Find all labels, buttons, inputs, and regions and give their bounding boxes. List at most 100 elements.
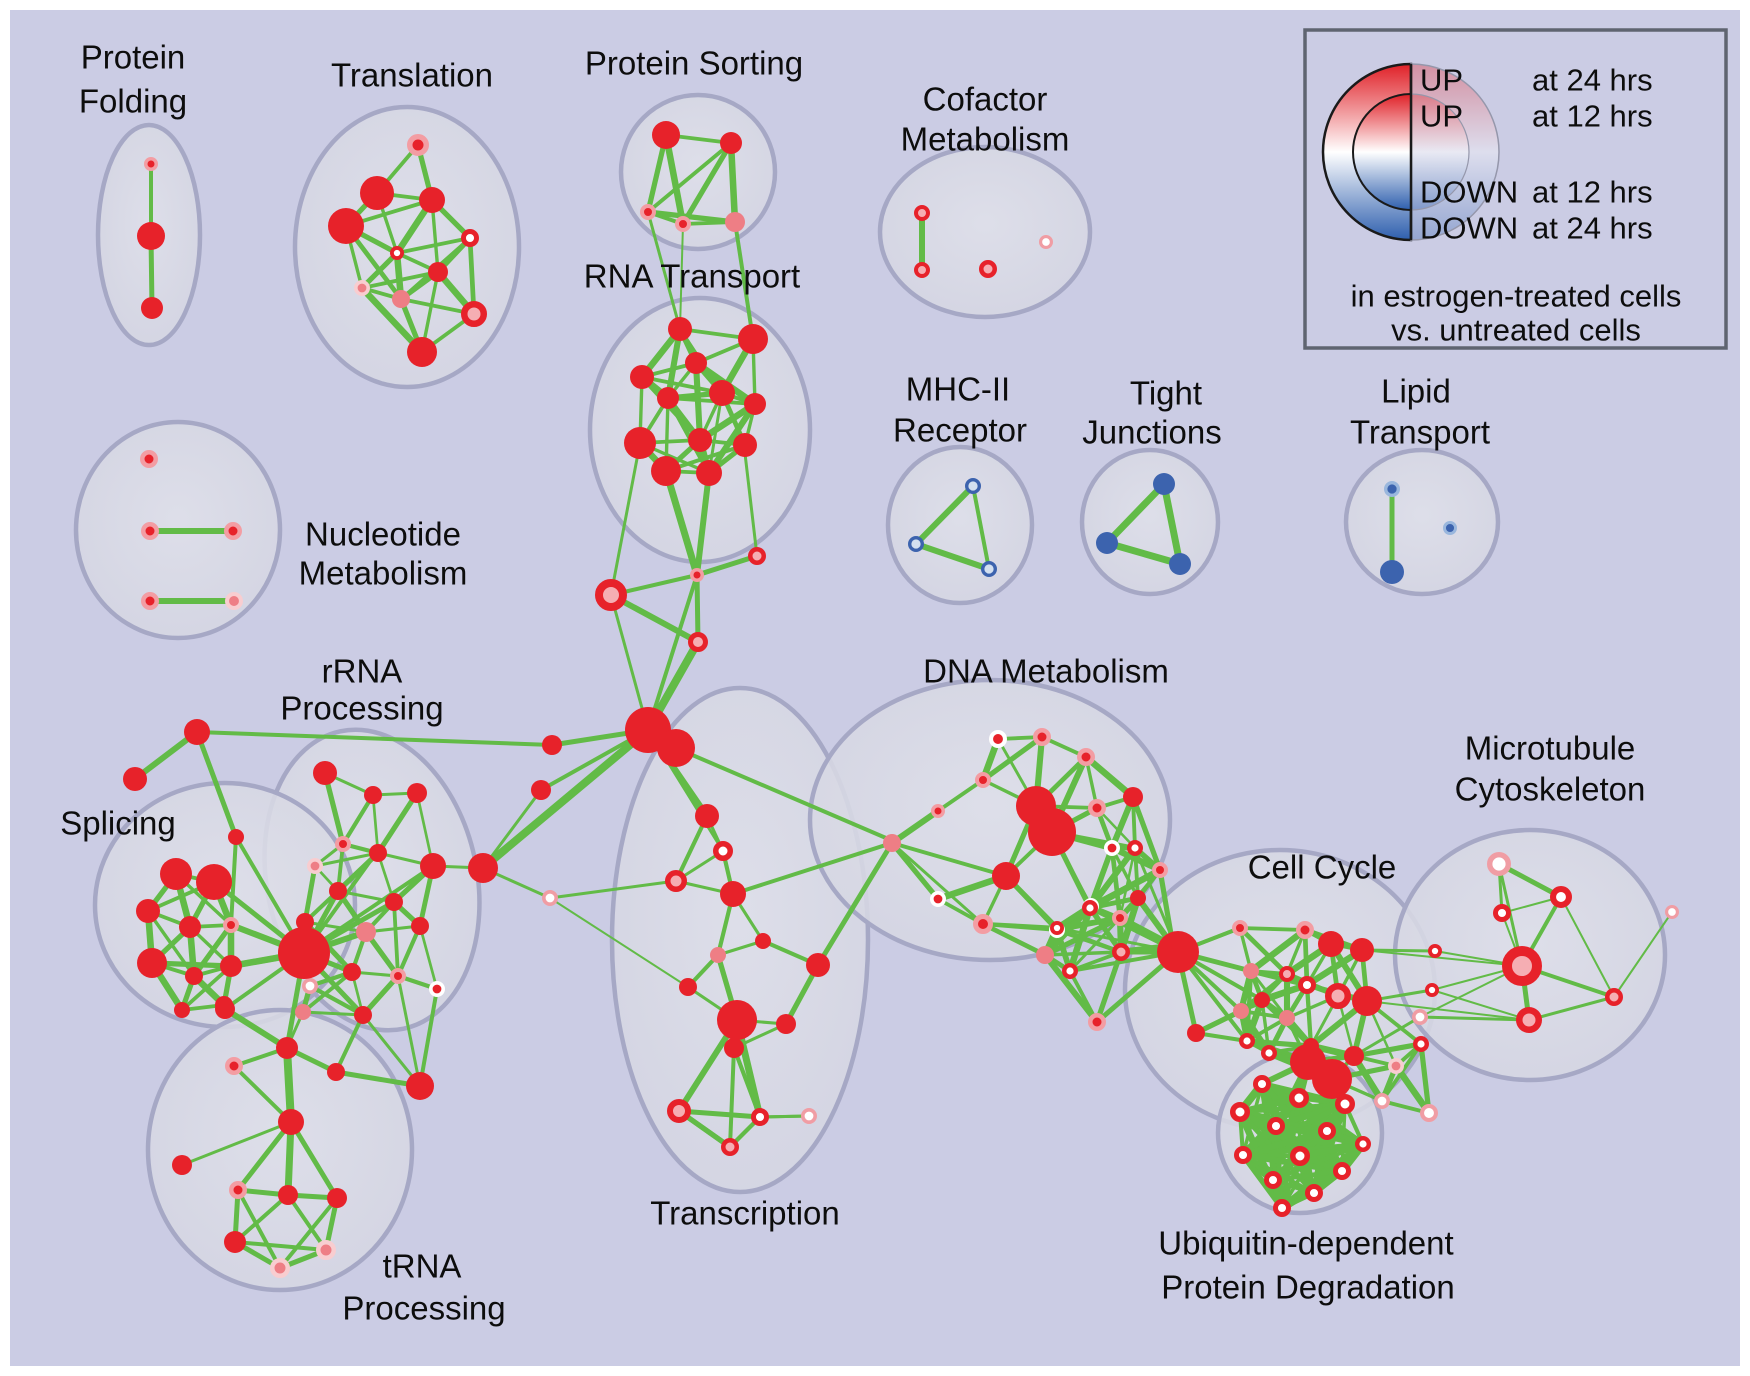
edge	[1068, 969, 1099, 1024]
node-dna-metabolism	[1088, 1013, 1106, 1031]
node-ubiquitin-degradation	[1233, 1145, 1252, 1164]
edge	[548, 879, 678, 900]
node-protein-sorting	[675, 216, 691, 232]
edge	[1418, 1015, 1531, 1022]
edge	[694, 553, 760, 578]
node-splicing	[174, 1002, 190, 1018]
node-translation	[328, 208, 364, 244]
edge	[286, 1193, 328, 1252]
legend-time-2: at 12 hrs	[1532, 175, 1653, 210]
node-dna-metabolism	[1050, 920, 1065, 935]
node-rrna-processing	[295, 1004, 311, 1020]
node-ubiquitin-degradation	[1263, 1170, 1282, 1189]
legend: UP at 24 hrs UP at 12 hrs DOWN at 12 hrs DOWN a…	[1303, 28, 1728, 350]
node-translation	[407, 134, 429, 156]
node-dna-metabolism	[1123, 787, 1143, 807]
cluster-label-transcription-0: Transcription	[650, 1195, 840, 1232]
edge	[646, 141, 733, 214]
edge	[278, 1196, 339, 1270]
node-connectors	[541, 889, 558, 906]
node-rrna-processing	[407, 783, 427, 803]
edge	[236, 1188, 282, 1270]
edge	[679, 223, 684, 330]
node-transcription	[750, 1107, 769, 1126]
edge	[481, 788, 543, 870]
node-cell-cycle	[1233, 1003, 1249, 1019]
node-mhc-ii-receptor	[980, 560, 997, 577]
node-rrna-processing	[335, 836, 351, 852]
node-protein-folding	[141, 297, 163, 319]
node-dna-metabolism	[989, 730, 1008, 749]
node-splicing	[160, 858, 192, 890]
node-rrna-processing	[343, 963, 361, 981]
edge	[191, 922, 234, 979]
node-rrna-processing	[385, 893, 403, 911]
edge	[336, 889, 396, 904]
node-dna-metabolism	[1112, 943, 1130, 961]
edge	[235, 1119, 294, 1193]
cluster-label-rrna-processing-1: Processing	[280, 690, 443, 727]
edge	[1237, 1101, 1348, 1115]
node-cell-cycle	[1344, 1046, 1364, 1066]
legend-caption-1: vs. untreated cells	[1391, 313, 1641, 348]
node-cell-cycle	[1296, 921, 1314, 939]
edge	[646, 573, 699, 732]
cluster-label-tight-junctions-1: Junctions	[1082, 414, 1221, 451]
node-splicing	[136, 899, 160, 923]
edge	[1110, 846, 1140, 900]
legend-time-3: at 24 hrs	[1532, 211, 1653, 246]
node-microtubule-cytoskeleton	[1486, 852, 1511, 877]
node-ubiquitin-degradation	[1252, 1074, 1271, 1093]
edge	[302, 863, 318, 925]
edge	[1360, 948, 1437, 953]
cluster-label-ubiquitin-degradation-0: Ubiquitin-dependent	[1158, 1225, 1453, 1262]
network-nodes	[123, 121, 1679, 1278]
node-cell-cycle	[1318, 931, 1344, 957]
node-nucleotide-metabolism	[141, 522, 159, 540]
edge	[1117, 894, 1142, 956]
edge	[1133, 846, 1140, 900]
node-rna-transport	[668, 317, 692, 341]
edge	[727, 139, 739, 226]
node-protein-folding	[144, 157, 158, 171]
edge	[674, 746, 888, 840]
edge	[1361, 949, 1523, 967]
edge	[1527, 995, 1616, 1022]
node-trna-processing	[278, 1109, 304, 1135]
cluster-label-cofactor-metabolism-1: Metabolism	[901, 121, 1070, 158]
edge	[890, 841, 1008, 878]
edge	[1130, 794, 1163, 873]
cluster-label-ubiquitin-degradation-1: Protein Degradation	[1161, 1269, 1455, 1306]
cluster-label-trna-processing-1: Processing	[342, 1290, 505, 1327]
edge	[662, 131, 687, 228]
edge	[334, 1013, 365, 1074]
edge	[640, 375, 724, 395]
node-ubiquitin-degradation	[1335, 1094, 1355, 1114]
cluster-label-rrna-processing-0: rRNA	[322, 653, 403, 690]
edge	[980, 734, 1045, 783]
node-transcription	[665, 870, 687, 892]
node-dna-metabolism	[1112, 910, 1128, 926]
node-microtubule-cytoskeleton	[1664, 905, 1679, 920]
legend-time-0: at 24 hrs	[1532, 63, 1653, 98]
node-lipid-transport	[1380, 560, 1404, 584]
node-connectors	[184, 719, 210, 745]
cluster-label-lipid-transport-1: Transport	[1350, 414, 1490, 451]
node-lipid-transport	[1384, 480, 1401, 497]
edge	[392, 900, 400, 978]
node-connectors	[690, 568, 704, 582]
node-rrna-processing	[390, 968, 406, 984]
node-trna-processing	[278, 1185, 298, 1205]
edge	[645, 209, 738, 225]
edge	[889, 840, 941, 902]
edge	[1118, 846, 1137, 920]
edge	[1296, 1140, 1367, 1160]
edge	[646, 210, 682, 331]
node-dna-metabolism	[1104, 839, 1121, 856]
edge	[1068, 950, 1123, 973]
edge	[1041, 951, 1101, 1026]
node-tight-junctions	[1153, 473, 1175, 495]
node-dna-metabolism	[1081, 900, 1098, 917]
node-cell-cycle	[1187, 1024, 1205, 1042]
